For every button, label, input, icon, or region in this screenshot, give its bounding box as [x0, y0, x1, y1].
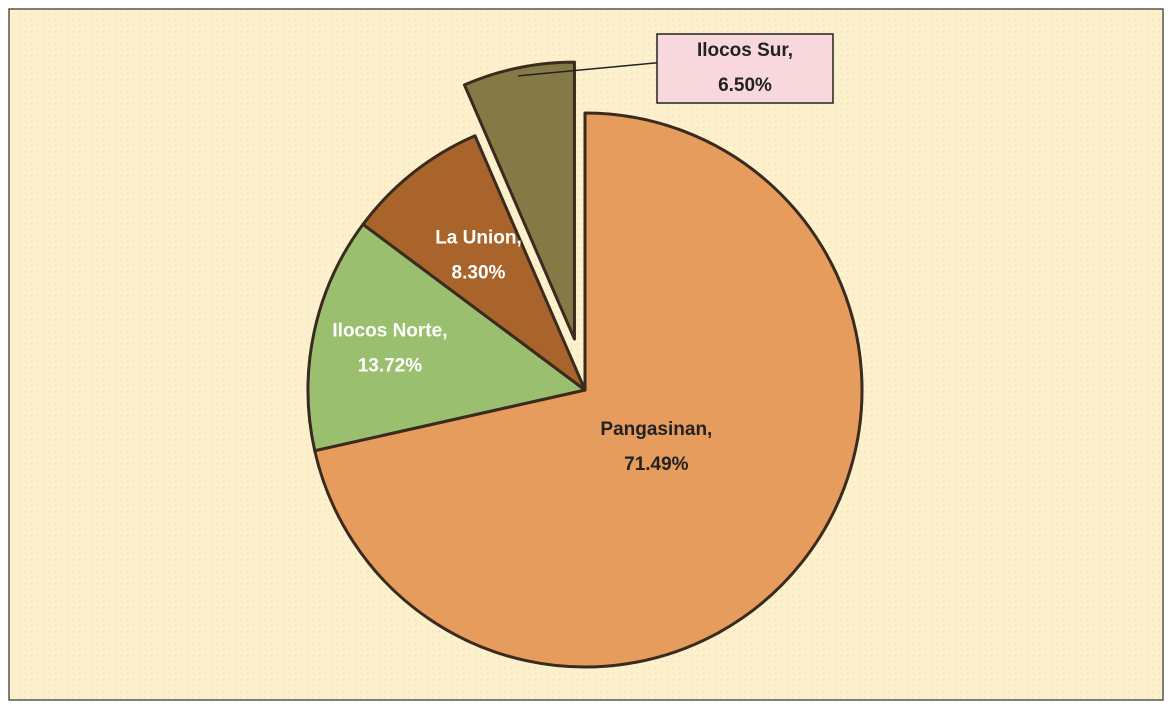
data-label-category: Ilocos Sur,	[697, 40, 793, 61]
pie-slice	[462, 60, 576, 341]
label-box	[656, 33, 834, 104]
data-label-value: 71.49%	[624, 454, 689, 475]
data-label-value: 8.30%	[452, 262, 506, 283]
data-label-value: 6.50%	[718, 75, 772, 96]
data-label-category: La Union,	[435, 227, 522, 248]
data-label-value: 13.72%	[358, 355, 423, 376]
pie-slice	[361, 134, 587, 392]
pie-slice	[306, 222, 587, 453]
pie-slice	[313, 111, 864, 669]
data-label-category: Ilocos Norte,	[332, 320, 447, 341]
leader-line	[518, 61, 666, 77]
data-label-category: Pangasinan,	[600, 419, 712, 440]
